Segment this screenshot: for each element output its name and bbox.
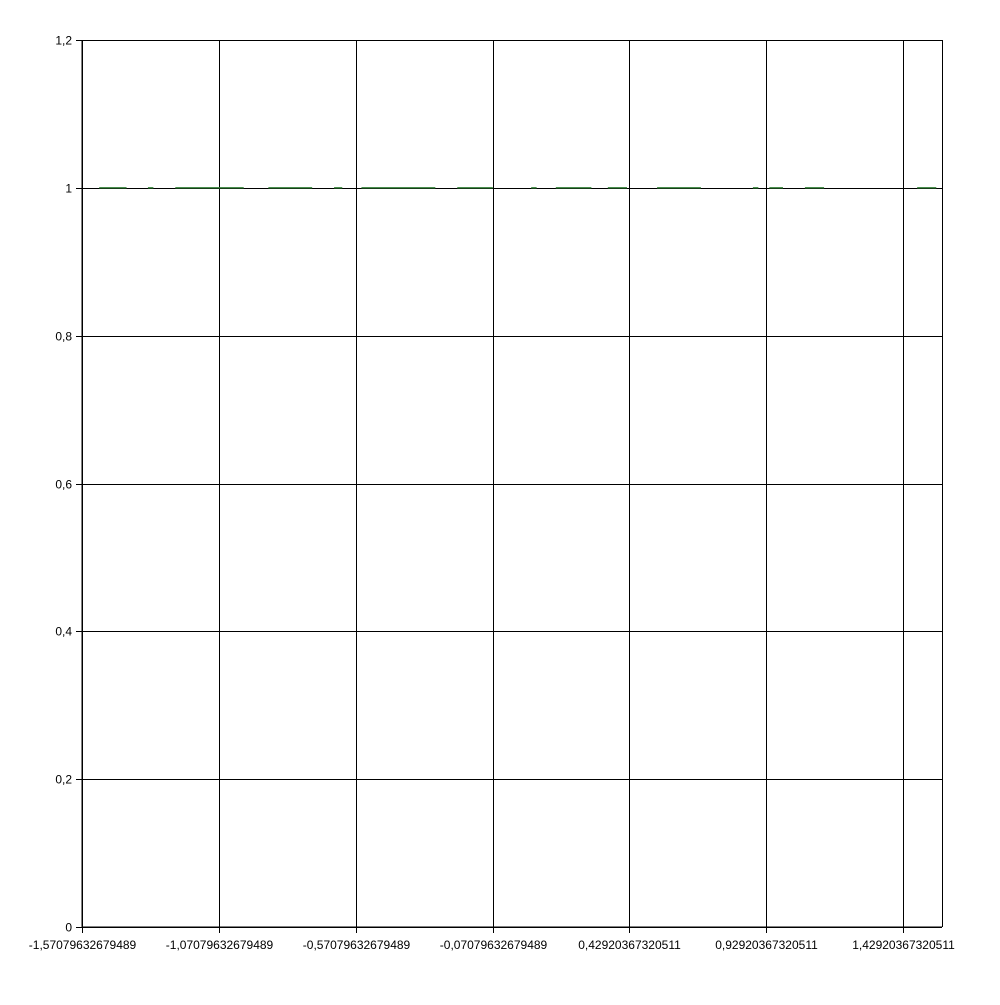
x-tick-label: -0,07079632679489 — [440, 938, 548, 952]
x-tick-label: -0,57079632679489 — [303, 938, 411, 952]
x-tick-label: 0,42920367320511 — [578, 938, 681, 952]
y-tick-label: 0,6 — [55, 478, 72, 492]
y-tick-label: 0,8 — [55, 330, 72, 344]
y-tick-label: 0,4 — [55, 625, 72, 639]
grid-layer — [76, 40, 943, 933]
y-tick-label: 0 — [65, 921, 72, 935]
x-tick-label: 0,92920367320511 — [715, 938, 818, 952]
x-tick-label: -1,57079632679489 — [29, 938, 137, 952]
y-tick-label: 1,2 — [55, 34, 72, 48]
x-tick-label: 1,42920367320511 — [852, 938, 955, 952]
y-tick-label: 0,2 — [55, 773, 72, 787]
tick-label-layer: 0 0,2 0,4 0,6 0,8 1 1,2 -1,57079632679489 -1,070… — [29, 34, 955, 953]
x-tick-label: -1,07079632679489 — [166, 938, 274, 952]
y-tick-label: 1 — [65, 182, 72, 196]
